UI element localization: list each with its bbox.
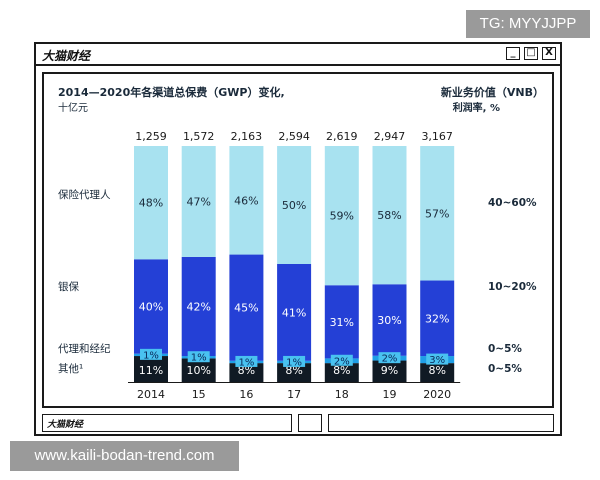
total-label: 3,167 (421, 130, 453, 143)
vnb-range-label: 40~60% (488, 197, 537, 209)
window-titlebar: 大猫财经 _ □ X (36, 44, 560, 66)
series-name-label: 代理和经纪 (58, 342, 111, 355)
value-label: 8% (428, 364, 445, 377)
vnb-range-label: 0~5% (488, 363, 522, 375)
chart-title: 2014—2020年各渠道总保费（GWP）变化, (58, 85, 285, 99)
bar-segment (324, 363, 359, 382)
value-label: 48% (139, 197, 163, 210)
close-button[interactable]: X (542, 47, 556, 60)
broker-label-bg (235, 355, 258, 367)
bar-segment (420, 363, 455, 382)
value-label: 59% (330, 210, 354, 223)
bar-segment (420, 146, 455, 281)
category-label: 17 (287, 388, 301, 401)
vnb-subtitle: 利润率, % (453, 101, 500, 114)
bar-segment (181, 358, 216, 382)
chart-svg: 2014—2020年各渠道总保费（GWP）变化, 十亿元 新业务价值（VNB） … (58, 85, 544, 401)
category-label: 2014 (137, 388, 165, 401)
value-label: 50% (282, 199, 306, 212)
series-name-label: 保险代理人 (58, 188, 111, 201)
vnb-range-label: 10~20% (488, 281, 537, 293)
bar-segment (277, 363, 312, 382)
bar-segment (324, 285, 359, 359)
bar-segment (229, 146, 264, 255)
bar-segment (372, 360, 407, 382)
value-label: 8% (238, 364, 255, 377)
value-label: 46% (234, 194, 258, 207)
chart-window: 大猫财经 _ □ X 2014—2020年各渠道总保费（GWP）变化, 十亿元 … (34, 42, 562, 436)
total-label: 2,594 (278, 130, 310, 143)
value-label: 40% (139, 300, 163, 313)
watermark-bottom: www.kaili-bodan-trend.com (10, 441, 239, 471)
broker-label-bg (330, 354, 353, 366)
value-label: 10% (186, 364, 210, 377)
value-label: 32% (425, 312, 449, 325)
broker-label-bg (283, 355, 306, 367)
total-label: 1,572 (183, 130, 215, 143)
status-box-left: 大猫财经 (42, 414, 292, 432)
bar-segment (420, 280, 455, 357)
category-label: 18 (335, 388, 349, 401)
bar-segment (229, 254, 264, 361)
bar-segment (134, 259, 168, 354)
value-label: 31% (330, 316, 354, 329)
status-box-right (328, 414, 554, 432)
category-label: 19 (383, 388, 397, 401)
broker-label-bg (426, 353, 449, 365)
status-brand: 大猫财经 (47, 420, 84, 430)
total-label: 2,619 (326, 130, 358, 143)
watermark-top: TG: MYYJJPP (466, 10, 590, 38)
bar-segment (324, 146, 359, 286)
broker-label-bg (187, 351, 210, 363)
bar-segment (277, 146, 312, 264)
bar-segment (372, 146, 407, 285)
category-label: 15 (192, 388, 206, 401)
series-name-label: 银保 (58, 280, 79, 293)
value-label: 8% (333, 364, 350, 377)
status-bar: 大猫财经 (36, 412, 560, 434)
total-label: 1,259 (135, 130, 167, 143)
bars-group: 11%1%40%48%1,259201410%1%42%47%1,572158%… (128, 130, 461, 401)
window-title: 大猫财经 (42, 49, 91, 63)
value-label: 11% (139, 364, 163, 377)
value-label: 2% (382, 354, 398, 365)
bar-segment (181, 146, 216, 257)
broker-label-bg (378, 352, 401, 364)
bar-segment (229, 363, 264, 382)
value-label: 1% (191, 353, 207, 364)
total-label: 2,947 (374, 130, 406, 143)
bar-segment (277, 264, 312, 361)
bar-segment (372, 284, 407, 356)
broker-label-bg (140, 348, 162, 360)
series-labels: 其他¹ 0~5% 代理和经纪 0~5% 银保 10~20% 保险代理人 40~60% (58, 188, 537, 375)
total-label: 2,163 (231, 130, 263, 143)
series-name-label: 其他¹ (58, 362, 83, 375)
value-label: 1% (143, 350, 159, 361)
bar-segment (134, 356, 168, 382)
value-label: 47% (186, 195, 210, 208)
value-label: 1% (238, 357, 254, 368)
value-label: 57% (425, 207, 449, 220)
value-label: 58% (377, 209, 401, 222)
value-label: 42% (186, 300, 210, 313)
value-label: 2% (334, 356, 350, 367)
category-label: 2020 (423, 388, 451, 401)
vnb-title: 新业务价值（VNB） (441, 85, 544, 99)
maximize-button[interactable]: □ (524, 47, 538, 60)
bar-segment (134, 146, 168, 260)
value-label: 30% (377, 314, 401, 327)
value-label: 8% (285, 364, 302, 377)
value-label: 3% (429, 355, 445, 366)
chart-unit: 十亿元 (58, 101, 88, 114)
status-box-mid (298, 414, 322, 432)
category-label: 16 (239, 388, 253, 401)
chart-panel: 2014—2020年各渠道总保费（GWP）变化, 十亿元 新业务价值（VNB） … (42, 72, 554, 408)
value-label: 45% (234, 302, 258, 315)
minimize-button[interactable]: _ (506, 47, 520, 60)
value-label: 1% (286, 357, 302, 368)
value-label: 9% (381, 364, 398, 377)
value-label: 41% (282, 306, 306, 319)
vnb-range-label: 0~5% (488, 343, 522, 355)
bar-segment (181, 256, 216, 357)
